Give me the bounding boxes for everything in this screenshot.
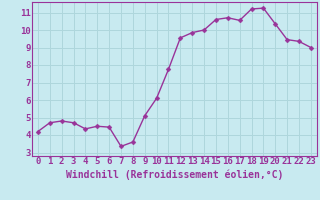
X-axis label: Windchill (Refroidissement éolien,°C): Windchill (Refroidissement éolien,°C) (66, 169, 283, 180)
